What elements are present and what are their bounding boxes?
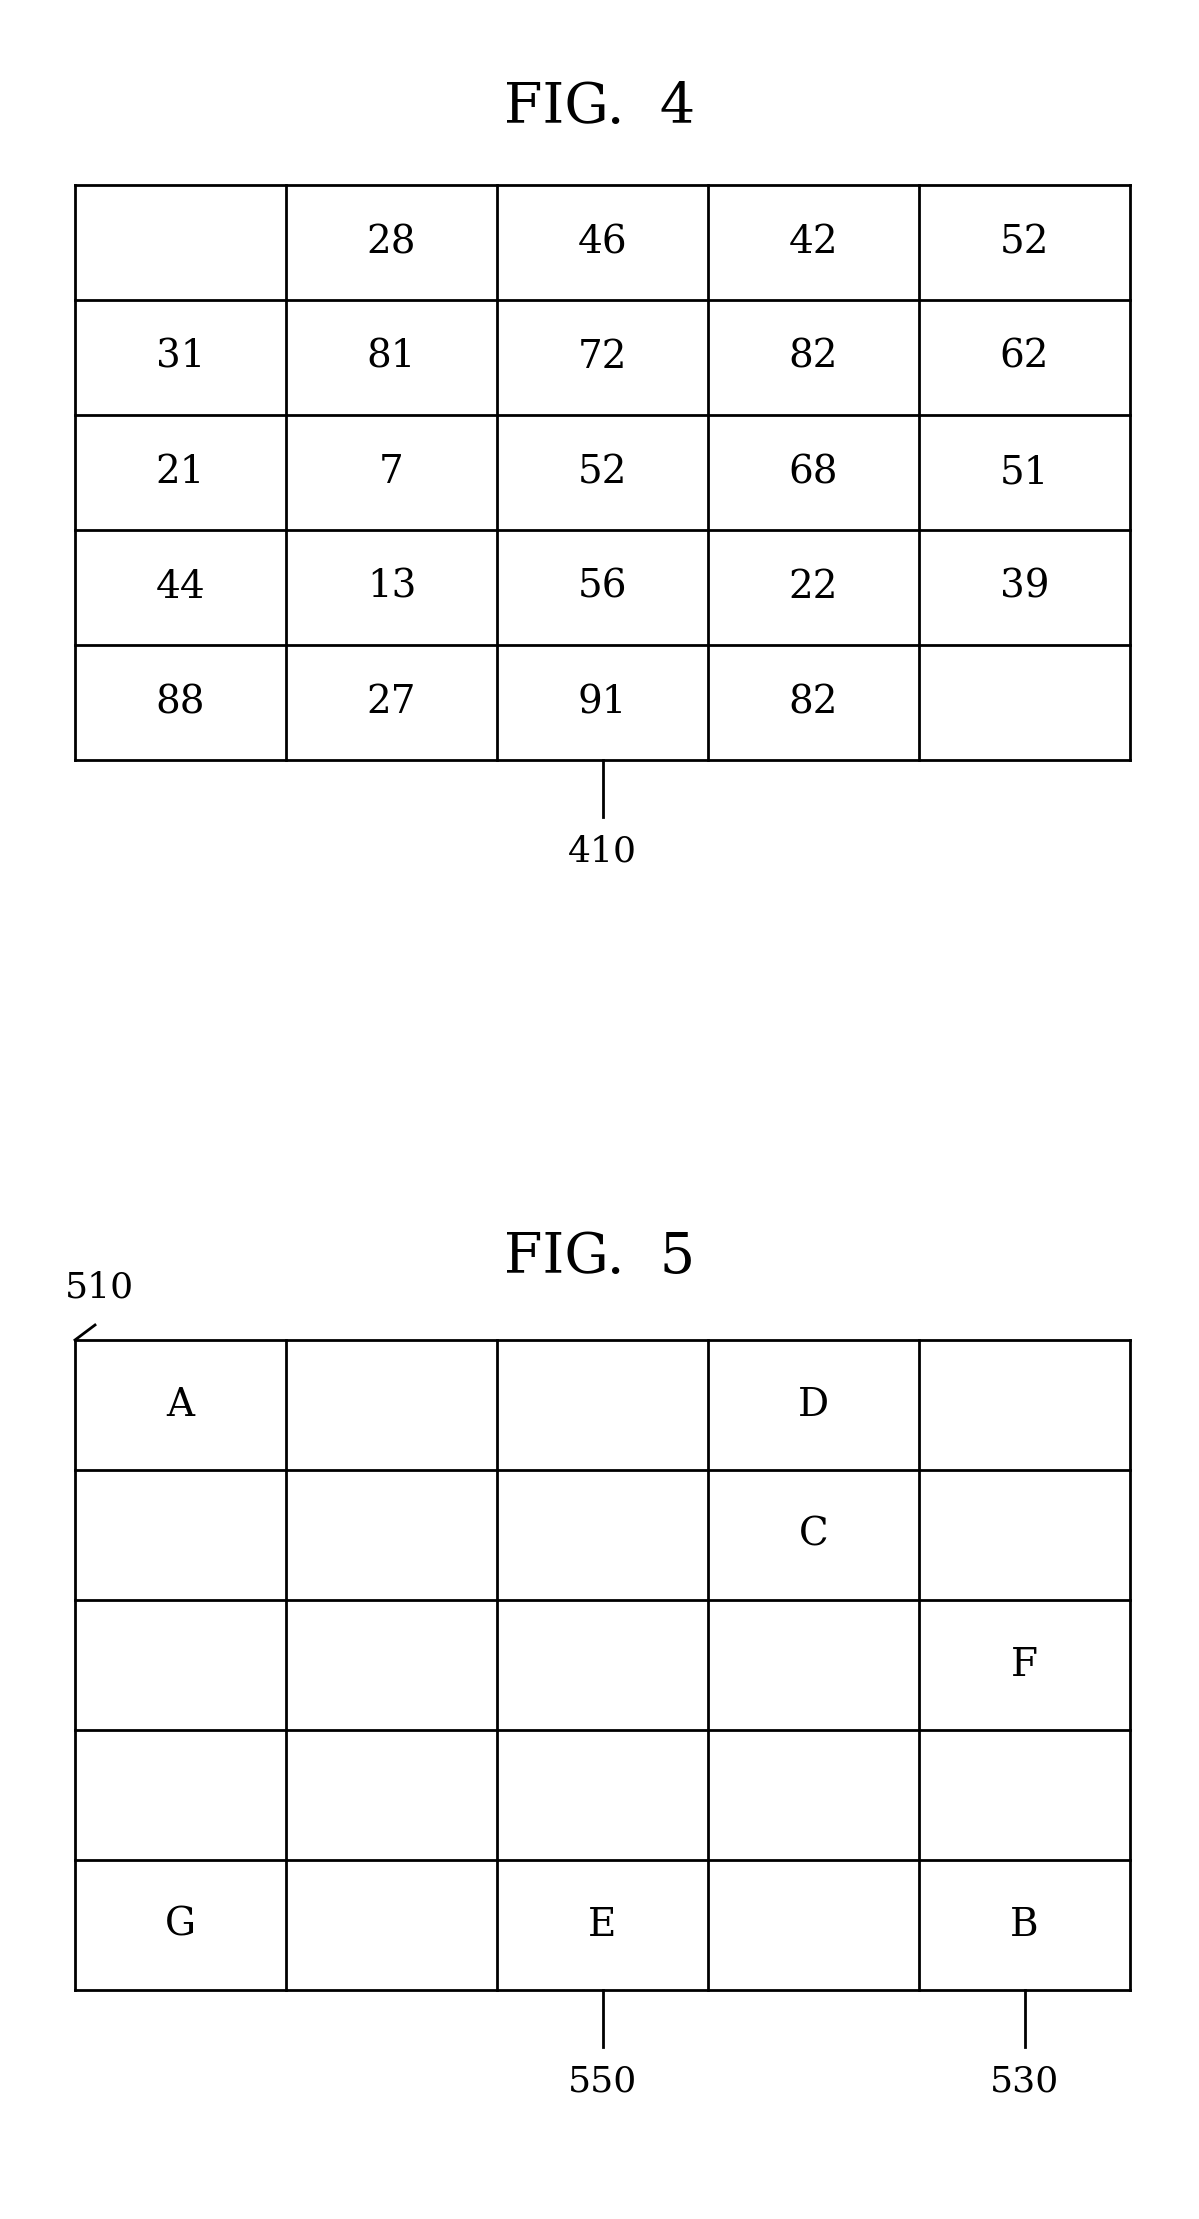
Text: 52: 52 [1000, 224, 1049, 262]
Text: 72: 72 [578, 340, 627, 375]
Text: 42: 42 [789, 224, 838, 262]
Text: E: E [589, 1906, 616, 1944]
Text: 21: 21 [156, 455, 205, 490]
Text: 81: 81 [367, 340, 416, 375]
Text: FIG.  4: FIG. 4 [504, 80, 695, 135]
Text: G: G [165, 1906, 195, 1944]
Text: 52: 52 [578, 455, 627, 490]
Text: F: F [1011, 1646, 1038, 1684]
Text: 88: 88 [156, 683, 205, 721]
Text: 82: 82 [789, 340, 838, 375]
Text: 510: 510 [65, 1269, 134, 1305]
Text: 410: 410 [568, 834, 637, 870]
Text: A: A [167, 1387, 194, 1425]
Text: 44: 44 [156, 568, 205, 606]
Text: 22: 22 [789, 568, 838, 606]
Text: 31: 31 [156, 340, 205, 375]
Text: FIG.  5: FIG. 5 [504, 1229, 695, 1285]
Text: D: D [799, 1387, 829, 1425]
Text: 82: 82 [789, 683, 838, 721]
Text: 39: 39 [1000, 568, 1049, 606]
Text: 28: 28 [367, 224, 416, 262]
Text: 530: 530 [990, 2066, 1059, 2099]
Text: 27: 27 [367, 683, 416, 721]
Text: 13: 13 [367, 568, 416, 606]
Text: 51: 51 [1000, 455, 1049, 490]
Text: C: C [799, 1516, 829, 1553]
Text: 91: 91 [578, 683, 627, 721]
Text: 7: 7 [379, 455, 404, 490]
Text: 68: 68 [789, 455, 838, 490]
Text: 46: 46 [578, 224, 627, 262]
Text: 56: 56 [578, 568, 627, 606]
Text: 62: 62 [1000, 340, 1049, 375]
Text: 550: 550 [568, 2066, 637, 2099]
Text: B: B [1011, 1906, 1038, 1944]
